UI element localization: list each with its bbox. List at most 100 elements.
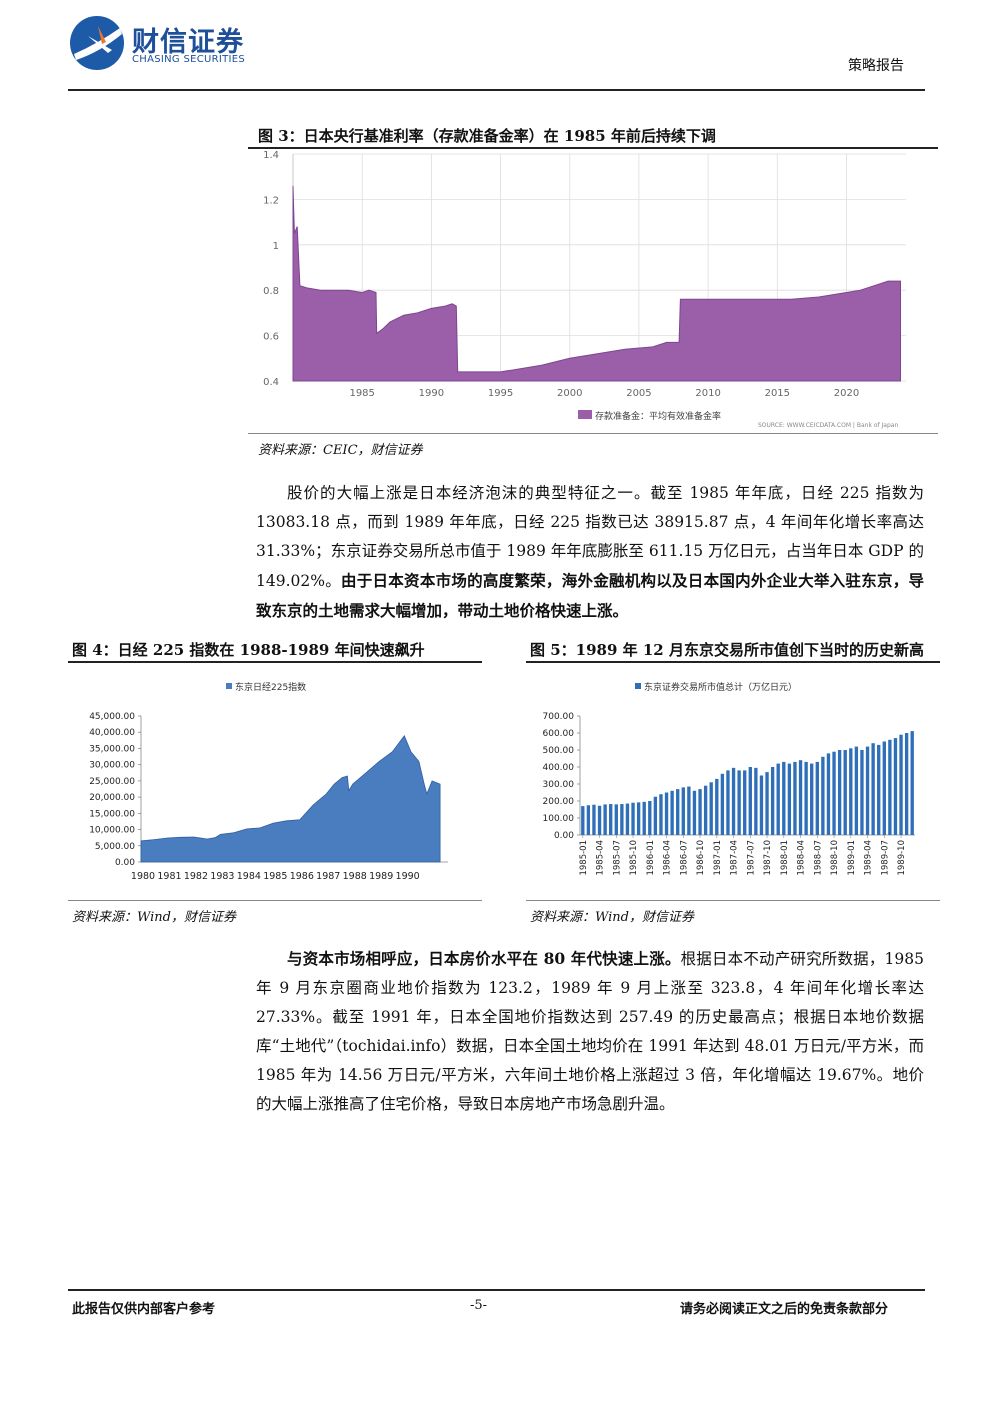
fig4-chart: 东京日经225指数 45,000.00 40,000.00 35,000.00 30,…: [89, 681, 448, 882]
fig5-bar: [715, 778, 719, 835]
fig5-chart: 东京证券交易所市值总计（万亿日元） 700.00 600.00 500.00 400.…: [543, 681, 915, 876]
fig5-bar: [631, 802, 635, 835]
fig5-bar: [625, 803, 630, 835]
fig5-xtick-label: 1986-07: [679, 840, 689, 876]
fig4-xtick-label: 1986: [290, 871, 314, 882]
fig5-bar: [609, 804, 613, 835]
fig5-bar: [726, 770, 730, 835]
brand-name-cn: 财信证券: [132, 27, 244, 58]
fig5-bar: [832, 751, 836, 835]
fig5-bar: [849, 748, 853, 835]
fig4-title-rule: [68, 661, 482, 663]
fig5-bar: [865, 746, 870, 835]
fig5-bar: [815, 761, 819, 835]
page-number: -5-: [470, 1298, 488, 1313]
fig5-xtick-label: 1986-04: [663, 840, 673, 876]
fig5-xtick-label: 1988-04: [797, 840, 807, 876]
fig4-ytick-label: 30,000.00: [89, 761, 135, 771]
fig5-bar: [659, 794, 663, 835]
fig4-xtick-label: 1984: [237, 871, 261, 882]
paragraph-2-emphasis: 与资本市场相呼应，日本房价水平在 80 年代快速上涨。: [287, 949, 681, 968]
fig5-ytick-label: 700.00: [543, 712, 575, 722]
fig5-bar: [581, 806, 585, 835]
fig5-bar: [692, 790, 697, 835]
fig4-bottom-rule: [68, 900, 482, 901]
fig4-ytick-label: 45,000.00: [89, 712, 135, 722]
fig5-xtick-label: 1989-04: [864, 840, 874, 876]
logo-mark-icon: [70, 16, 124, 70]
logo: 财信证券 CHASING SECURITIES: [68, 14, 253, 74]
fig5-bar: [871, 743, 875, 835]
fig3-ytick-label: 0.6: [263, 332, 279, 343]
fig5-bar: [888, 739, 892, 835]
fig3-ytick-label: 0.8: [263, 286, 279, 297]
fig3-legend-swatch: [578, 410, 592, 419]
fig5-bar: [787, 763, 792, 835]
fig5-bar: [821, 756, 825, 835]
fig5-ytick-label: 400.00: [543, 763, 575, 773]
paragraph-1-text: 股价的大幅上涨是日本经济泡沫的典型特征之一。截至 1985 年年底，日经 225…: [256, 484, 924, 590]
fig3-xtick-label: 2005: [626, 388, 651, 399]
fig5-ytick-label: 600.00: [543, 729, 575, 739]
fig5-xtick-label: 1985-04: [596, 840, 606, 876]
fig5-bar: [910, 731, 914, 835]
fig4-xtick-label: 1985: [263, 871, 287, 882]
fig4-ytick-label: 40,000.00: [89, 728, 135, 738]
paragraph-1-emphasis: 由于日本资本市场的高度繁荣，海外金融机构以及日本国内外企业大举入驻东京，导致东京…: [256, 571, 924, 620]
fig5-legend-swatch: [635, 683, 641, 689]
fig5-bar: [676, 789, 680, 835]
fig5-xtick-label: 1987-01: [713, 840, 723, 876]
fig5-bottom-rule: [526, 900, 940, 901]
fig5-ytick-label: 200.00: [543, 797, 575, 807]
fig5-bar: [843, 750, 847, 835]
fig3-xtick-label: 2010: [695, 388, 720, 399]
fig5-xtick-label: 1985-01: [579, 840, 589, 876]
fig5-bar: [687, 786, 691, 835]
fig5-bar: [748, 767, 752, 835]
fig5-xtick-label: 1989-01: [847, 840, 857, 876]
fig5-xtick-label: 1986-01: [646, 840, 656, 876]
fig5-ytick-label: 100.00: [543, 814, 575, 824]
fig4-ytick-label: 10,000.00: [89, 826, 135, 836]
fig5-bar: [670, 790, 674, 835]
fig5-bar: [860, 750, 864, 835]
fig5-bar: [782, 761, 786, 835]
fig5-bar: [620, 804, 624, 835]
fig5-bar: [636, 802, 641, 835]
fig4-ytick-label: 35,000.00: [89, 744, 135, 754]
fig3-ytick-label: 1: [273, 241, 279, 252]
fig5-bar: [776, 763, 780, 835]
paragraph-2: 与资本市场相呼应，日本房价水平在 80 年代快速上涨。根据日本不动产研究所数据，…: [256, 944, 924, 1119]
fig5-xtick-label: 1988-01: [780, 840, 790, 876]
fig3-ytick-label: 1.2: [263, 195, 279, 206]
fig5-bar: [653, 796, 658, 835]
fig5-bar: [793, 761, 797, 835]
fig4-ytick-label: 0.00: [115, 858, 135, 868]
fig5-xtick-label: 1989-10: [897, 840, 907, 876]
fig3-xtick-label: 1985: [349, 388, 374, 399]
fig3-title-rule: [248, 147, 938, 149]
fig3-xtick-label: 1995: [488, 388, 513, 399]
footer-disclaimer-left: 此报告仅供内部客户参考: [72, 1302, 216, 1317]
fig5-bar: [904, 733, 909, 835]
fig4-xtick-label: 1990: [396, 871, 420, 882]
brand-name-en: CHASING SECURITIES: [132, 54, 246, 65]
fig4-xtick-label: 1983: [210, 871, 234, 882]
fig5-bar: [720, 773, 725, 835]
fig3-xtick-label: 2015: [765, 388, 790, 399]
fig5-bar: [759, 775, 764, 835]
fig3-ytick-label: 0.4: [263, 377, 279, 388]
fig3-bottom-rule: [248, 433, 938, 434]
fig5-title-rule: [526, 661, 940, 663]
fig5-bar: [798, 760, 803, 835]
fig5-bar: [737, 770, 741, 835]
fig5-bar: [703, 785, 708, 835]
fig5-bar: [893, 738, 898, 835]
paragraph-1: 股价的大幅上涨是日本经济泡沫的典型特征之一。截至 1985 年年底，日经 225…: [256, 479, 924, 626]
fig5-title: 图 5：1989 年 12 月东京交易所市值创下当时的历史新高: [530, 641, 924, 659]
fig5-xtick-label: 1986-10: [696, 840, 706, 876]
fig3-title: 图 3：日本央行基准利率（存款准备金率）在 1985 年前后持续下调: [258, 127, 716, 145]
fig5-bar: [648, 801, 652, 835]
fig5-xtick-label: 1988-07: [813, 840, 823, 876]
fig5-xtick-label: 1987-10: [763, 840, 773, 876]
